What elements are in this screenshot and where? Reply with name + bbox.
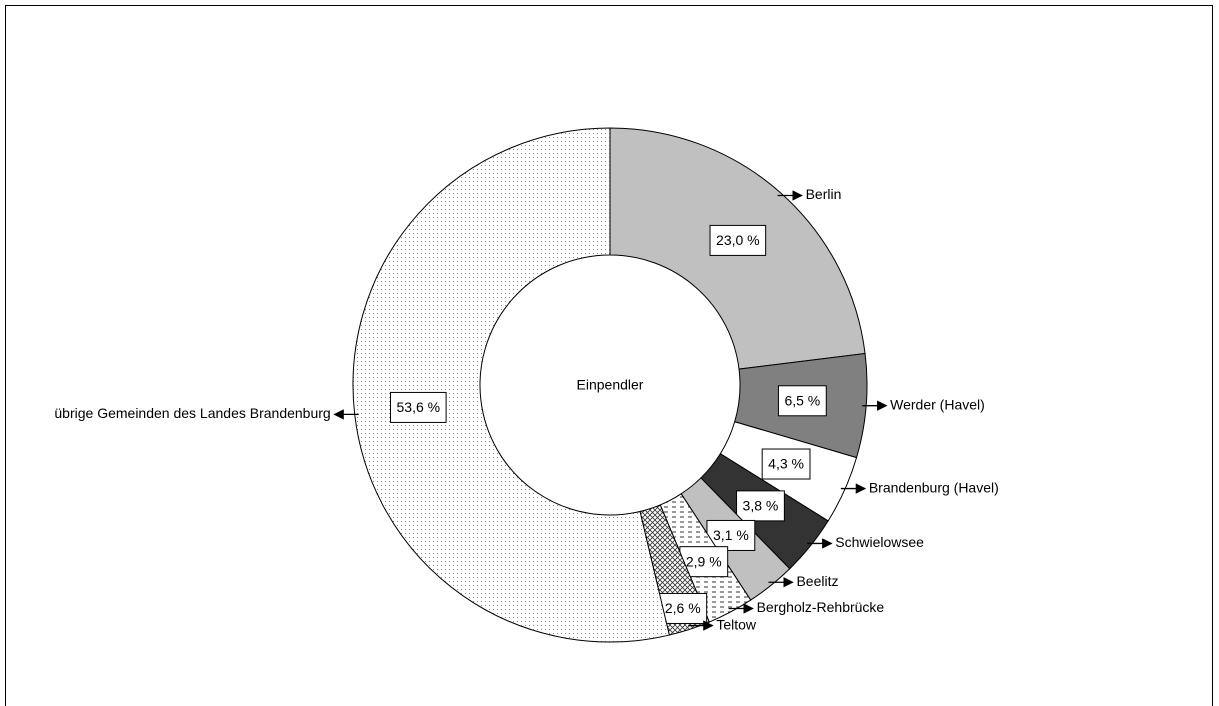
category-label: übrige Gemeinden des Landes Brandenburg bbox=[54, 405, 330, 421]
value-label-box bbox=[390, 391, 447, 423]
category-label: Teltow bbox=[716, 616, 757, 632]
value-label: 2,9 % bbox=[686, 553, 722, 569]
value-label-box bbox=[761, 448, 811, 480]
value-label-box bbox=[709, 224, 767, 256]
category-label: Berlin bbox=[806, 186, 842, 202]
value-label-box bbox=[736, 490, 785, 522]
value-label-box bbox=[777, 385, 827, 417]
category-label: Schwielowsee bbox=[835, 534, 924, 550]
value-label: 2,6 % bbox=[665, 600, 701, 616]
value-label: 3,8 % bbox=[743, 498, 779, 514]
category-label: Werder (Havel) bbox=[890, 396, 985, 412]
category-label: Brandenburg (Havel) bbox=[869, 479, 999, 495]
value-label: 3,1 % bbox=[713, 527, 749, 543]
value-label: 4,3 % bbox=[768, 456, 804, 472]
slice bbox=[352, 127, 670, 643]
value-label: 53,6 % bbox=[397, 399, 441, 415]
frame bbox=[5, 5, 1213, 706]
category-label: Beelitz bbox=[796, 573, 838, 589]
value-label: 6,5 % bbox=[784, 392, 820, 408]
value-label: 23,0 % bbox=[716, 232, 760, 248]
center-label: Einpendler bbox=[577, 377, 644, 393]
category-label: Bergholz-Rehbrücke bbox=[757, 599, 885, 615]
